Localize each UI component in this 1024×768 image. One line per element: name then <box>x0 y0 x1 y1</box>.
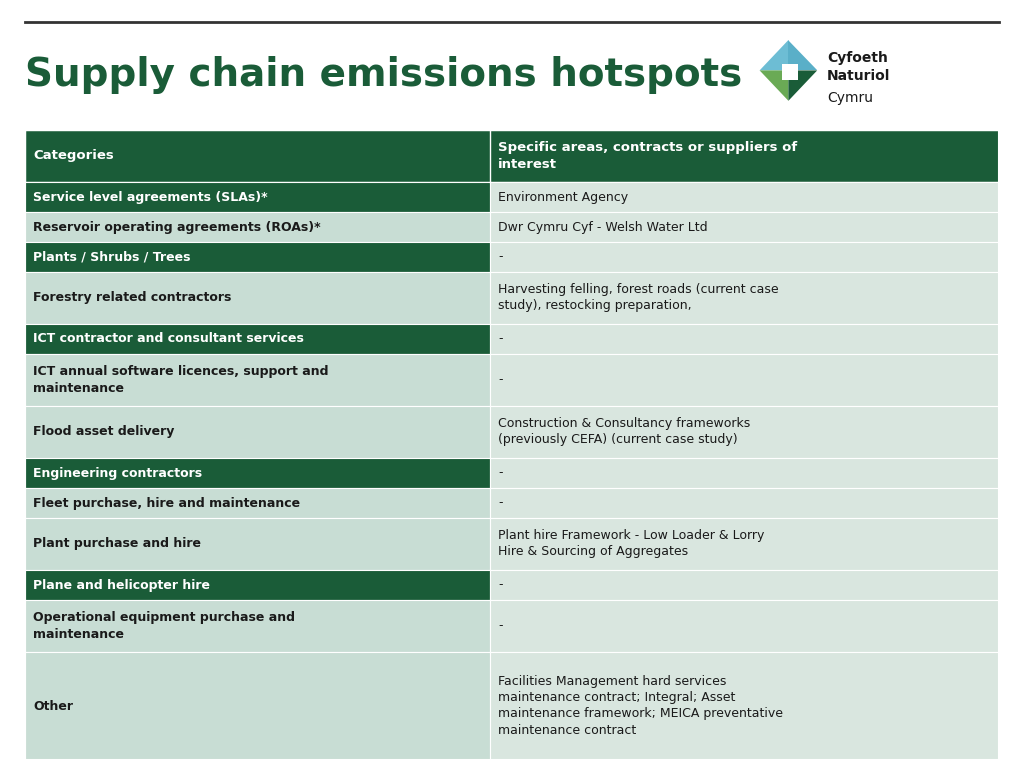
Polygon shape <box>760 40 788 71</box>
Bar <box>490 212 999 242</box>
Bar <box>490 652 999 760</box>
Bar <box>25 130 999 760</box>
Bar <box>25 212 490 242</box>
Text: Cymru: Cymru <box>827 91 873 105</box>
Text: Plant purchase and hire: Plant purchase and hire <box>33 538 201 551</box>
Bar <box>25 242 490 272</box>
Bar <box>490 354 999 406</box>
Bar <box>25 272 490 324</box>
Text: Specific areas, contracts or suppliers of
interest: Specific areas, contracts or suppliers o… <box>498 141 798 170</box>
Bar <box>25 488 490 518</box>
Bar <box>490 272 999 324</box>
Text: -: - <box>498 250 503 263</box>
Polygon shape <box>760 71 788 101</box>
Text: Operational equipment purchase and
maintenance: Operational equipment purchase and maint… <box>33 611 295 641</box>
Bar <box>25 570 490 600</box>
Bar <box>490 324 999 354</box>
Bar <box>490 518 999 570</box>
Text: Harvesting felling, forest roads (current case
study), restocking preparation,: Harvesting felling, forest roads (curren… <box>498 283 778 313</box>
Text: Service level agreements (SLAs)*: Service level agreements (SLAs)* <box>33 190 267 204</box>
Text: Environment Agency: Environment Agency <box>498 190 628 204</box>
Bar <box>490 242 999 272</box>
Bar <box>490 406 999 458</box>
Text: Other: Other <box>33 700 73 713</box>
Text: Supply chain emissions hotspots: Supply chain emissions hotspots <box>25 56 742 94</box>
Text: Plant hire Framework - Low Loader & Lorry
Hire & Sourcing of Aggregates: Plant hire Framework - Low Loader & Lorr… <box>498 529 764 558</box>
Polygon shape <box>788 40 817 71</box>
Text: Cyfoeth
Naturiol: Cyfoeth Naturiol <box>827 51 891 83</box>
Text: Fleet purchase, hire and maintenance: Fleet purchase, hire and maintenance <box>33 496 300 509</box>
Text: ICT contractor and consultant services: ICT contractor and consultant services <box>33 333 304 346</box>
Polygon shape <box>782 64 798 80</box>
Text: -: - <box>498 373 503 386</box>
Bar <box>490 182 999 212</box>
Text: -: - <box>498 578 503 591</box>
Bar <box>25 458 490 488</box>
Text: Flood asset delivery: Flood asset delivery <box>33 425 174 439</box>
Text: Dwr Cymru Cyf - Welsh Water Ltd: Dwr Cymru Cyf - Welsh Water Ltd <box>498 220 708 233</box>
Bar <box>490 570 999 600</box>
Bar <box>490 488 999 518</box>
Text: Plane and helicopter hire: Plane and helicopter hire <box>33 578 210 591</box>
Text: -: - <box>498 496 503 509</box>
Bar <box>490 458 999 488</box>
Bar <box>25 182 490 212</box>
Text: ICT annual software licences, support and
maintenance: ICT annual software licences, support an… <box>33 366 329 395</box>
Text: Forestry related contractors: Forestry related contractors <box>33 292 231 304</box>
Bar <box>25 600 490 652</box>
Text: Categories: Categories <box>33 150 114 163</box>
Bar <box>25 406 490 458</box>
Bar <box>25 130 999 182</box>
Text: Plants / Shrubs / Trees: Plants / Shrubs / Trees <box>33 250 190 263</box>
Bar <box>25 354 490 406</box>
Bar <box>490 600 999 652</box>
Bar <box>25 518 490 570</box>
Bar <box>25 324 490 354</box>
Text: -: - <box>498 620 503 633</box>
Text: Facilities Management hard services
maintenance contract; Integral; Asset
mainte: Facilities Management hard services main… <box>498 676 783 737</box>
Text: Reservoir operating agreements (ROAs)*: Reservoir operating agreements (ROAs)* <box>33 220 321 233</box>
Text: -: - <box>498 333 503 346</box>
Polygon shape <box>788 71 817 101</box>
Text: -: - <box>498 466 503 479</box>
Text: Construction & Consultancy frameworks
(previously CEFA) (current case study): Construction & Consultancy frameworks (p… <box>498 418 751 446</box>
Bar <box>25 652 490 760</box>
Text: Engineering contractors: Engineering contractors <box>33 466 202 479</box>
